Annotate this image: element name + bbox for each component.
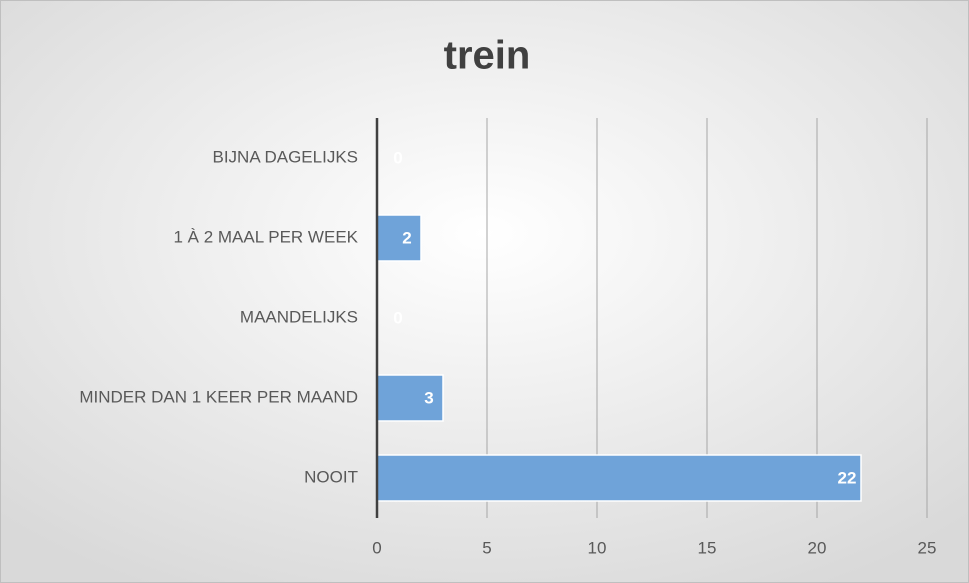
y-tick-label: MAANDELIJKS	[240, 307, 358, 326]
data-label: 3	[424, 388, 433, 407]
bar	[376, 454, 862, 502]
data-label: 0	[393, 148, 402, 167]
y-tick-label: MINDER DAN 1 KEER PER MAAND	[79, 387, 358, 406]
chart-title: trein	[444, 34, 531, 78]
x-tick-label: 0	[372, 538, 381, 557]
x-tick-label: 20	[808, 538, 827, 557]
data-label: 2	[402, 228, 411, 247]
x-tick-label: 10	[588, 538, 607, 557]
bar	[376, 214, 422, 262]
data-label: 0	[393, 308, 402, 327]
x-tick-label: 15	[698, 538, 717, 557]
y-tick-label: 1 À 2 MAAL PER WEEK	[173, 227, 358, 246]
y-tick-label: NOOIT	[304, 467, 358, 486]
x-tick-label: 25	[918, 538, 937, 557]
data-label: 22	[838, 468, 857, 487]
y-tick-label: BIJNA DAGELIJKS	[213, 147, 359, 166]
x-tick-label: 5	[482, 538, 491, 557]
